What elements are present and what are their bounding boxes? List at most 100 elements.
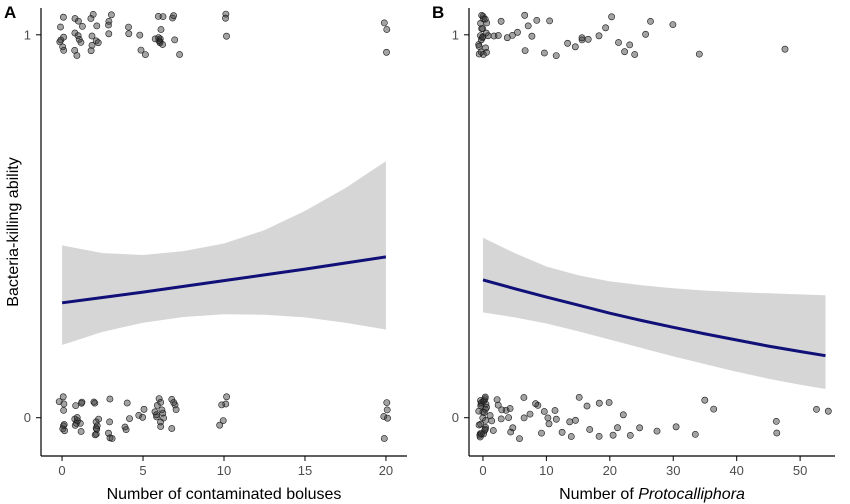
data-point xyxy=(105,21,112,29)
x-tick-label: 0 xyxy=(58,463,65,478)
data-point xyxy=(521,47,529,54)
data-point xyxy=(122,426,130,433)
data-point xyxy=(586,426,594,433)
data-point xyxy=(626,431,634,439)
data-point xyxy=(615,39,622,46)
data-point xyxy=(56,38,64,46)
data-point xyxy=(170,12,177,20)
data-point xyxy=(108,435,116,442)
data-point xyxy=(105,17,113,25)
data-point xyxy=(87,15,95,22)
data-point xyxy=(520,394,528,401)
data-point xyxy=(482,44,489,52)
data-point xyxy=(497,415,505,423)
x-axis-title: Number of Protocalliphora xyxy=(559,486,745,503)
data-point xyxy=(494,32,502,39)
data-point xyxy=(773,429,781,437)
data-point xyxy=(595,399,603,407)
data-point xyxy=(135,411,143,419)
data-point xyxy=(59,393,67,401)
data-point xyxy=(94,39,102,47)
data-point xyxy=(78,398,86,406)
data-point xyxy=(480,397,488,404)
data-point xyxy=(509,424,517,432)
data-point xyxy=(125,30,133,38)
data-point xyxy=(87,47,95,55)
data-point xyxy=(380,19,388,27)
data-point xyxy=(176,51,183,58)
data-point xyxy=(151,35,159,43)
data-point xyxy=(223,393,230,401)
fit-line xyxy=(482,278,826,358)
x-tick-label: 10 xyxy=(539,463,553,478)
data-point xyxy=(223,32,230,40)
data-point xyxy=(383,406,391,414)
data-point xyxy=(480,430,487,438)
data-point xyxy=(57,23,64,31)
data-point xyxy=(520,414,528,422)
data-point xyxy=(481,15,489,23)
x-axis-title-part: Number of contaminated boluses xyxy=(107,486,342,503)
data-point xyxy=(60,13,67,21)
data-point xyxy=(672,423,680,431)
data-point xyxy=(584,35,592,43)
data-point xyxy=(631,51,639,58)
data-point xyxy=(572,416,579,424)
data-point xyxy=(380,435,388,442)
data-point xyxy=(813,405,820,413)
data-point xyxy=(123,399,131,407)
data-point xyxy=(75,36,83,43)
data-point xyxy=(156,35,164,43)
data-point xyxy=(566,418,574,426)
data-point xyxy=(532,400,539,408)
data-point xyxy=(642,30,649,38)
x-tick-label: 50 xyxy=(793,463,807,478)
data-point xyxy=(88,32,96,40)
data-point xyxy=(106,418,113,426)
data-point xyxy=(92,424,100,432)
data-point xyxy=(158,406,166,414)
data-point xyxy=(475,42,483,50)
data-point xyxy=(614,424,621,432)
data-point xyxy=(222,14,229,22)
data-point xyxy=(488,417,496,425)
data-point xyxy=(521,11,529,19)
panel-b: B 0 10 20 30 40 50 0 1 Number of Protocalliphora xyxy=(432,3,835,503)
data-point xyxy=(140,405,148,413)
data-point xyxy=(506,405,514,412)
data-point xyxy=(60,400,68,408)
data-point xyxy=(493,396,501,403)
data-point xyxy=(59,425,67,433)
data-point xyxy=(168,425,176,432)
data-point xyxy=(533,16,541,24)
data-point xyxy=(545,420,553,428)
data-point xyxy=(77,428,85,435)
data-point xyxy=(105,429,112,437)
data-point xyxy=(619,411,627,419)
confidence-band xyxy=(483,237,826,389)
data-point xyxy=(88,42,96,49)
data-point xyxy=(626,41,634,49)
x-tick-label: 15 xyxy=(298,463,312,478)
data-point xyxy=(480,409,488,416)
data-point xyxy=(578,34,586,42)
y-axis-title: Bacteria-killing ability xyxy=(5,157,22,306)
data-point xyxy=(380,413,388,420)
data-point xyxy=(125,23,132,31)
data-point xyxy=(701,396,709,404)
data-point xyxy=(171,36,179,44)
data-point xyxy=(498,406,506,414)
data-point xyxy=(153,411,160,419)
data-point xyxy=(595,432,603,440)
data-point xyxy=(552,415,560,423)
panel-letter: A xyxy=(4,3,16,22)
x-tick-label: 20 xyxy=(379,463,393,478)
data-point xyxy=(222,400,230,408)
data-point xyxy=(126,415,133,422)
data-point xyxy=(106,395,114,403)
x-tick-label: 20 xyxy=(603,463,617,478)
data-point xyxy=(546,17,553,25)
data-point xyxy=(781,45,789,53)
data-point xyxy=(91,399,99,407)
